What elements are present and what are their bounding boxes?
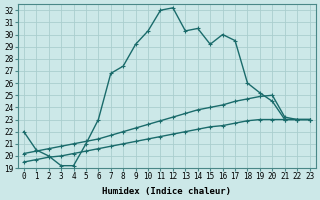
X-axis label: Humidex (Indice chaleur): Humidex (Indice chaleur) (102, 187, 231, 196)
